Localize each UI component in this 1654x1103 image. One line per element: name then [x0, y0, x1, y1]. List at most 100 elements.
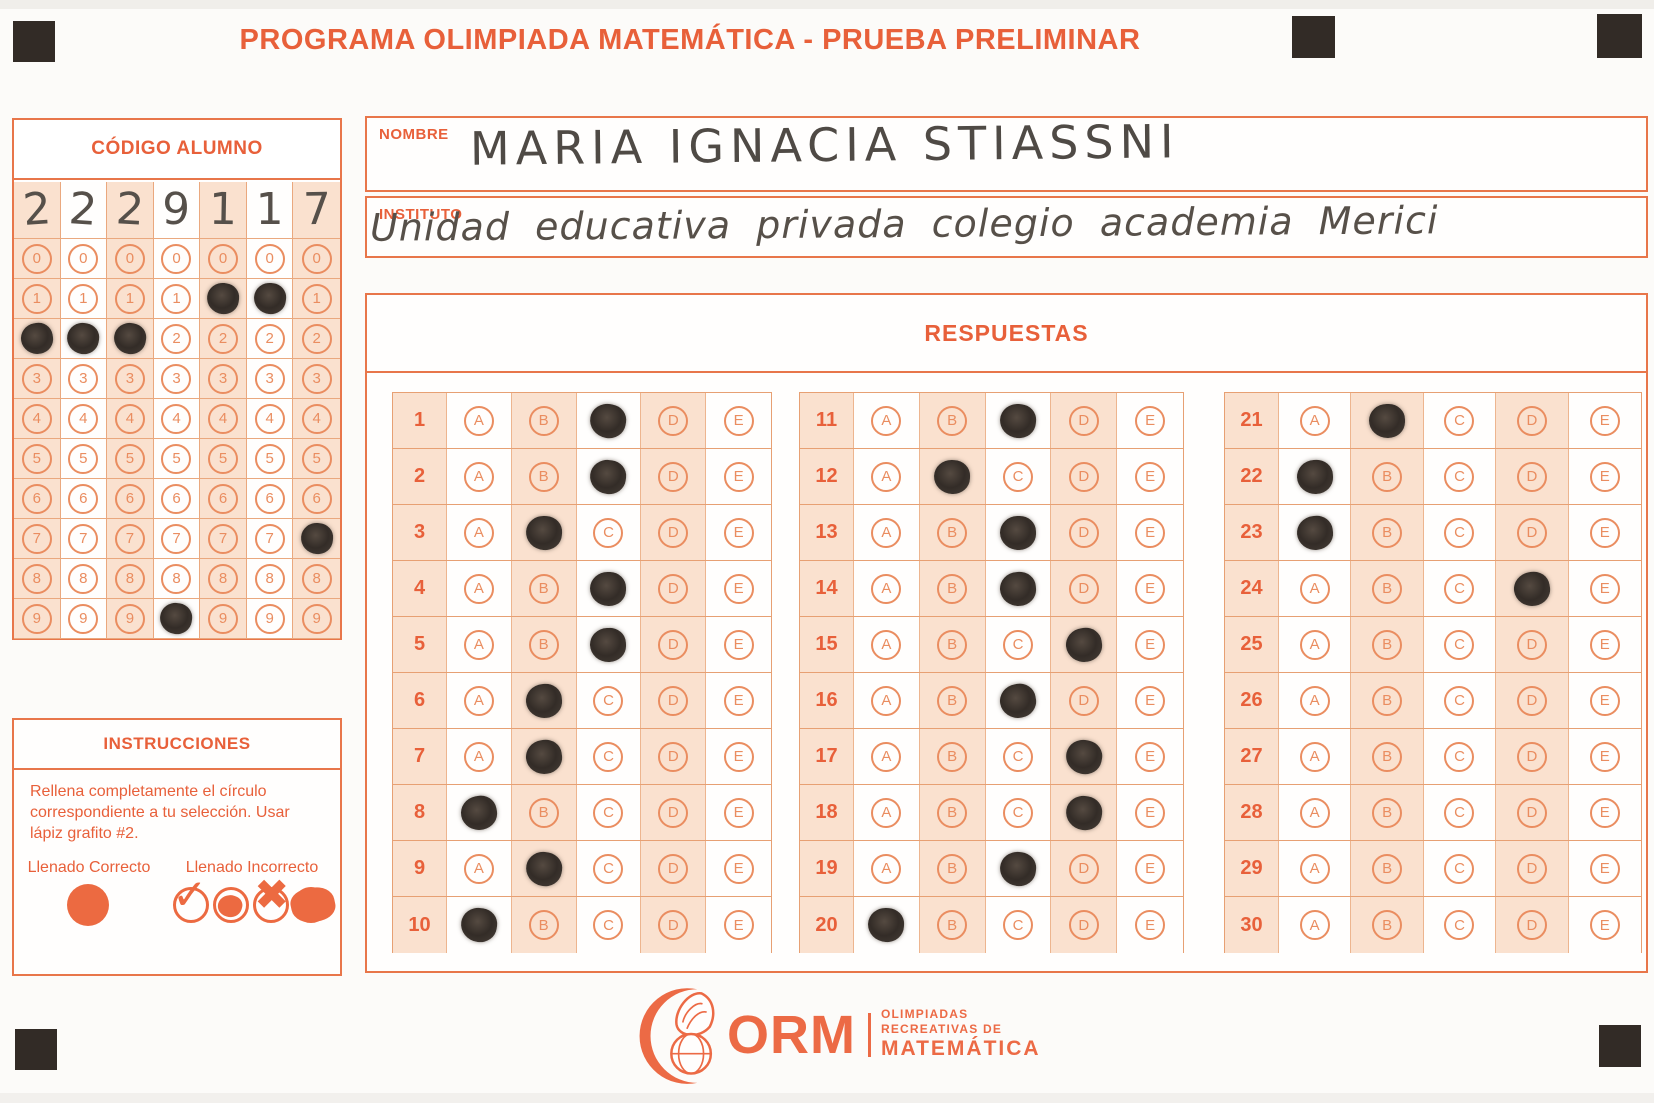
- bubble-q30-E[interactable]: E: [1568, 897, 1641, 953]
- bubble-q18-B[interactable]: B: [919, 785, 986, 840]
- bubble-q17-D[interactable]: [1051, 729, 1118, 784]
- bubble-q7-E[interactable]: E: [706, 729, 771, 784]
- nombre-field[interactable]: NOMBRE: [365, 116, 1648, 192]
- bubble-q26-B[interactable]: B: [1351, 673, 1424, 728]
- bubble-q4-C[interactable]: [576, 561, 642, 616]
- bubble-q14-D[interactable]: D: [1051, 561, 1118, 616]
- bubble-q14-C[interactable]: [985, 561, 1052, 616]
- bubble-q19-B[interactable]: B: [919, 841, 986, 896]
- codigo-bubble-col2-digit0[interactable]: 0: [60, 239, 108, 279]
- codigo-bubble-col2-digit4[interactable]: 4: [60, 399, 108, 439]
- bubble-q22-C[interactable]: C: [1423, 449, 1497, 504]
- codigo-bubble-col1-digit0[interactable]: 0: [14, 239, 61, 279]
- bubble-q28-D[interactable]: D: [1496, 785, 1569, 840]
- bubble-q29-B[interactable]: B: [1351, 841, 1424, 896]
- bubble-q23-B[interactable]: B: [1351, 505, 1424, 560]
- codigo-bubble-col3-digit2[interactable]: [107, 319, 154, 359]
- bubble-q15-A[interactable]: A: [854, 617, 920, 672]
- codigo-bubble-col1-digit4[interactable]: 4: [14, 399, 61, 439]
- bubble-q8-B[interactable]: B: [511, 785, 577, 840]
- codigo-bubble-col6-digit2[interactable]: 2: [246, 319, 294, 359]
- bubble-q16-C[interactable]: [985, 673, 1052, 728]
- bubble-q25-A[interactable]: A: [1279, 617, 1352, 672]
- bubble-q1-D[interactable]: D: [641, 393, 707, 448]
- bubble-q18-C[interactable]: C: [985, 785, 1052, 840]
- codigo-digit-cell-3[interactable]: 2: [107, 182, 154, 239]
- bubble-q15-D[interactable]: [1051, 617, 1118, 672]
- codigo-bubble-col2-digit3[interactable]: 3: [60, 359, 108, 399]
- codigo-bubble-col5-digit1[interactable]: [200, 279, 247, 319]
- bubble-q3-E[interactable]: E: [706, 505, 771, 560]
- bubble-q6-D[interactable]: D: [641, 673, 707, 728]
- bubble-q13-C[interactable]: [985, 505, 1052, 560]
- codigo-bubble-col7-digit7[interactable]: [293, 519, 340, 559]
- codigo-bubble-col4-digit6[interactable]: 6: [153, 479, 201, 519]
- codigo-bubble-col7-digit1[interactable]: 1: [293, 279, 340, 319]
- bubble-q15-C[interactable]: C: [985, 617, 1052, 672]
- bubble-q19-D[interactable]: D: [1051, 841, 1118, 896]
- bubble-q28-A[interactable]: A: [1279, 785, 1352, 840]
- bubble-q2-B[interactable]: B: [511, 449, 577, 504]
- bubble-q28-E[interactable]: E: [1568, 785, 1641, 840]
- bubble-q4-B[interactable]: B: [511, 561, 577, 616]
- bubble-q12-E[interactable]: E: [1117, 449, 1183, 504]
- bubble-q23-D[interactable]: D: [1496, 505, 1569, 560]
- codigo-bubble-col5-digit8[interactable]: 8: [200, 559, 247, 599]
- bubble-q3-A[interactable]: A: [447, 505, 512, 560]
- codigo-bubble-col4-digit2[interactable]: 2: [153, 319, 201, 359]
- codigo-bubble-col1-digit3[interactable]: 3: [14, 359, 61, 399]
- bubble-q13-E[interactable]: E: [1117, 505, 1183, 560]
- bubble-q16-B[interactable]: B: [919, 673, 986, 728]
- codigo-bubble-col5-digit4[interactable]: 4: [200, 399, 247, 439]
- codigo-bubble-col2-digit1[interactable]: 1: [60, 279, 108, 319]
- codigo-digit-cell-6[interactable]: 1: [246, 182, 294, 239]
- codigo-bubble-col5-digit5[interactable]: 5: [200, 439, 247, 479]
- codigo-bubble-col3-digit9[interactable]: 9: [107, 599, 154, 639]
- codigo-bubble-col3-digit8[interactable]: 8: [107, 559, 154, 599]
- codigo-bubble-col3-digit3[interactable]: 3: [107, 359, 154, 399]
- bubble-q10-C[interactable]: C: [576, 897, 642, 953]
- bubble-q25-E[interactable]: E: [1568, 617, 1641, 672]
- codigo-bubble-col3-digit4[interactable]: 4: [107, 399, 154, 439]
- bubble-q12-A[interactable]: A: [854, 449, 920, 504]
- codigo-bubble-col5-digit3[interactable]: 3: [200, 359, 247, 399]
- codigo-bubble-col2-digit6[interactable]: 6: [60, 479, 108, 519]
- bubble-q24-D[interactable]: [1496, 561, 1569, 616]
- bubble-q4-E[interactable]: E: [706, 561, 771, 616]
- bubble-q23-C[interactable]: C: [1423, 505, 1497, 560]
- bubble-q5-B[interactable]: B: [511, 617, 577, 672]
- codigo-digit-cell-1[interactable]: 2: [14, 182, 61, 239]
- bubble-q8-A[interactable]: [447, 785, 512, 840]
- codigo-bubble-col1-digit6[interactable]: 6: [14, 479, 61, 519]
- bubble-q21-C[interactable]: C: [1423, 393, 1497, 448]
- bubble-q27-A[interactable]: A: [1279, 729, 1352, 784]
- bubble-q10-D[interactable]: D: [641, 897, 707, 953]
- bubble-q10-A[interactable]: [447, 897, 512, 953]
- bubble-q13-B[interactable]: B: [919, 505, 986, 560]
- bubble-q29-A[interactable]: A: [1279, 841, 1352, 896]
- codigo-bubble-col4-digit0[interactable]: 0: [153, 239, 201, 279]
- bubble-q27-B[interactable]: B: [1351, 729, 1424, 784]
- bubble-q24-A[interactable]: A: [1279, 561, 1352, 616]
- bubble-q22-D[interactable]: D: [1496, 449, 1569, 504]
- bubble-q13-D[interactable]: D: [1051, 505, 1118, 560]
- codigo-bubble-col7-digit9[interactable]: 9: [293, 599, 340, 639]
- bubble-q6-E[interactable]: E: [706, 673, 771, 728]
- bubble-q6-C[interactable]: C: [576, 673, 642, 728]
- codigo-bubble-col5-digit6[interactable]: 6: [200, 479, 247, 519]
- bubble-q27-C[interactable]: C: [1423, 729, 1497, 784]
- bubble-q30-A[interactable]: A: [1279, 897, 1352, 953]
- bubble-q3-C[interactable]: C: [576, 505, 642, 560]
- bubble-q6-B[interactable]: [511, 673, 577, 728]
- bubble-q14-B[interactable]: B: [919, 561, 986, 616]
- bubble-q9-E[interactable]: E: [706, 841, 771, 896]
- bubble-q29-E[interactable]: E: [1568, 841, 1641, 896]
- bubble-q2-A[interactable]: A: [447, 449, 512, 504]
- bubble-q16-A[interactable]: A: [854, 673, 920, 728]
- bubble-q8-E[interactable]: E: [706, 785, 771, 840]
- codigo-bubble-col7-digit8[interactable]: 8: [293, 559, 340, 599]
- codigo-bubble-col4-digit4[interactable]: 4: [153, 399, 201, 439]
- bubble-q1-A[interactable]: A: [447, 393, 512, 448]
- codigo-bubble-col6-digit3[interactable]: 3: [246, 359, 294, 399]
- bubble-q9-B[interactable]: [511, 841, 577, 896]
